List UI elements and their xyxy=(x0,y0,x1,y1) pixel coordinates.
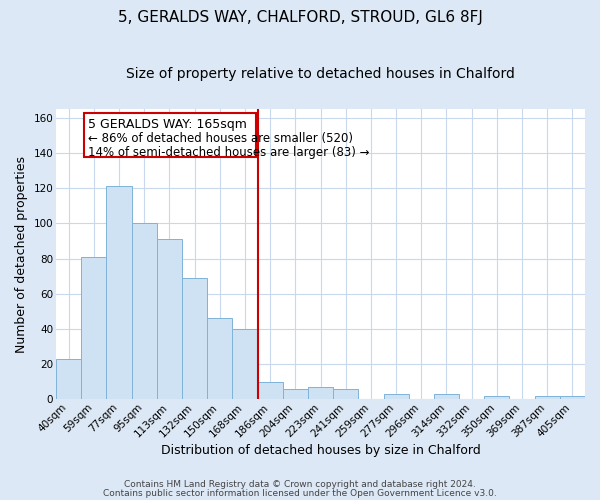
Text: 5 GERALDS WAY: 165sqm: 5 GERALDS WAY: 165sqm xyxy=(88,118,247,131)
Bar xyxy=(56,359,81,400)
Bar xyxy=(232,329,257,400)
FancyBboxPatch shape xyxy=(84,112,256,156)
Bar xyxy=(560,396,585,400)
Bar xyxy=(182,278,207,400)
Bar xyxy=(81,257,106,400)
Title: Size of property relative to detached houses in Chalford: Size of property relative to detached ho… xyxy=(126,68,515,82)
Bar xyxy=(484,396,509,400)
Bar xyxy=(131,224,157,400)
Bar xyxy=(207,318,232,400)
Bar xyxy=(308,387,333,400)
Bar xyxy=(535,396,560,400)
X-axis label: Distribution of detached houses by size in Chalford: Distribution of detached houses by size … xyxy=(161,444,481,458)
Text: Contains HM Land Registry data © Crown copyright and database right 2024.: Contains HM Land Registry data © Crown c… xyxy=(124,480,476,489)
Bar xyxy=(106,186,131,400)
Bar xyxy=(333,389,358,400)
Text: ← 86% of detached houses are smaller (520): ← 86% of detached houses are smaller (52… xyxy=(88,132,353,145)
Bar xyxy=(383,394,409,400)
Bar xyxy=(157,239,182,400)
Bar xyxy=(283,389,308,400)
Bar xyxy=(434,394,459,400)
Y-axis label: Number of detached properties: Number of detached properties xyxy=(15,156,28,352)
Text: 14% of semi-detached houses are larger (83) →: 14% of semi-detached houses are larger (… xyxy=(88,146,369,159)
Text: 5, GERALDS WAY, CHALFORD, STROUD, GL6 8FJ: 5, GERALDS WAY, CHALFORD, STROUD, GL6 8F… xyxy=(118,10,482,25)
Bar xyxy=(257,382,283,400)
Text: Contains public sector information licensed under the Open Government Licence v3: Contains public sector information licen… xyxy=(103,489,497,498)
